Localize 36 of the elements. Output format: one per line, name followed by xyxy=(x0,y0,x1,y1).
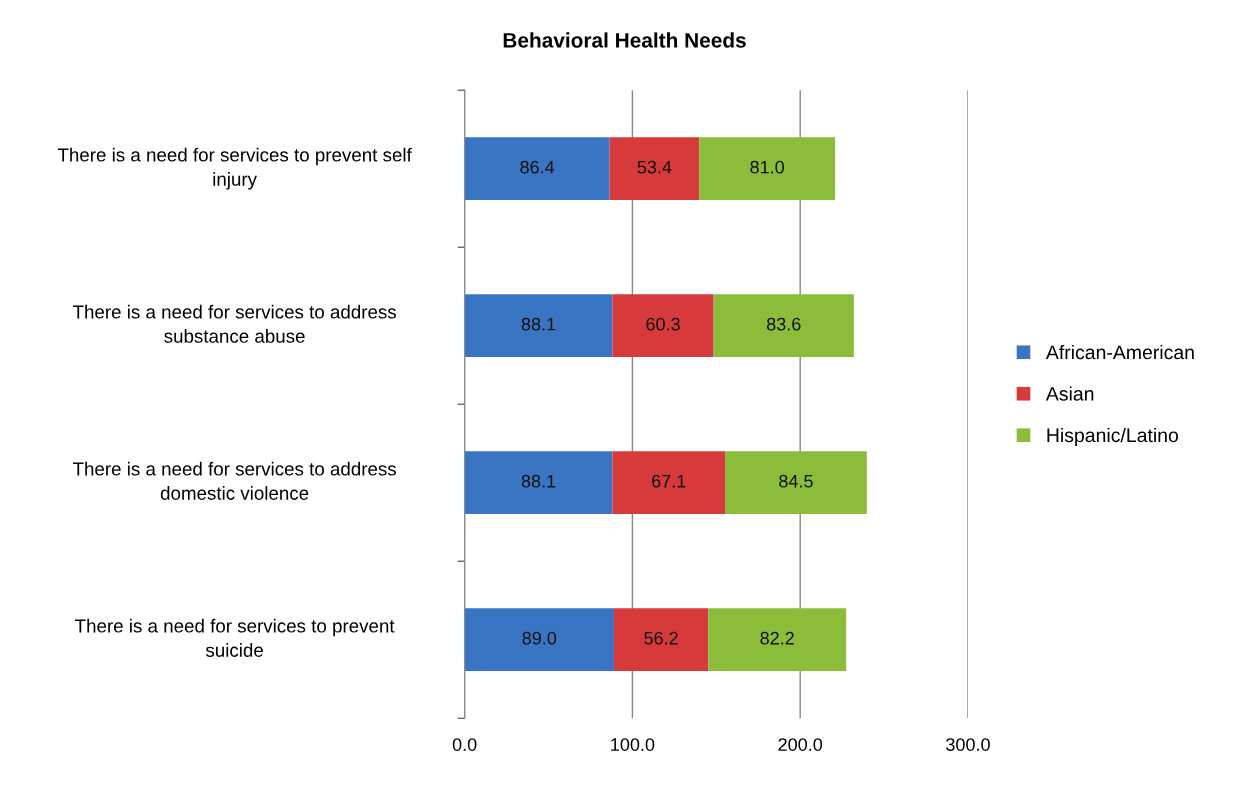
data-label: 67.1 xyxy=(652,474,686,488)
y-tick-label: There is a need for services to prevent suicide xyxy=(75,618,395,657)
chart-title: Behavioral Health Needs xyxy=(503,32,746,48)
legend-label: Asian xyxy=(1045,386,1094,401)
data-label: 86.4 xyxy=(520,160,555,174)
data-label: 53.4 xyxy=(637,160,672,174)
y-tick-label: There is a need for services to address domestic violence xyxy=(72,461,396,500)
bar xyxy=(708,608,847,672)
x-tick-label: 100.0 xyxy=(611,738,655,751)
data-label: 88.1 xyxy=(521,474,556,488)
legend-label: Hispanic/Latino xyxy=(1047,427,1178,447)
bar xyxy=(464,294,613,358)
x-tick-label: 0.0 xyxy=(452,738,477,751)
data-label: 84.5 xyxy=(779,474,813,488)
bar xyxy=(725,451,867,515)
data-label: 89.0 xyxy=(522,631,557,645)
bar xyxy=(612,451,726,515)
data-label: 82.2 xyxy=(760,631,794,645)
legend-label: African-American xyxy=(1045,344,1194,360)
data-label: 88.1 xyxy=(521,317,556,331)
x-tick-label: 300.0 xyxy=(946,738,990,751)
bar xyxy=(713,294,854,358)
y-tick-label: There is a need for services to address substance abuse xyxy=(72,304,396,343)
y-tick-label: There is a need for services to prevent self injury xyxy=(57,147,412,190)
data-label: 81.0 xyxy=(750,160,785,174)
x-tick-label: 200.0 xyxy=(778,738,823,751)
data-label: 83.6 xyxy=(766,317,801,331)
bar xyxy=(464,608,614,672)
bar xyxy=(609,137,700,201)
bar xyxy=(464,451,613,515)
data-label: 60.3 xyxy=(646,317,680,331)
bar xyxy=(613,608,709,672)
bar xyxy=(699,137,836,201)
bar xyxy=(464,137,610,201)
bar xyxy=(612,294,714,358)
data-label: 56.2 xyxy=(644,631,678,645)
